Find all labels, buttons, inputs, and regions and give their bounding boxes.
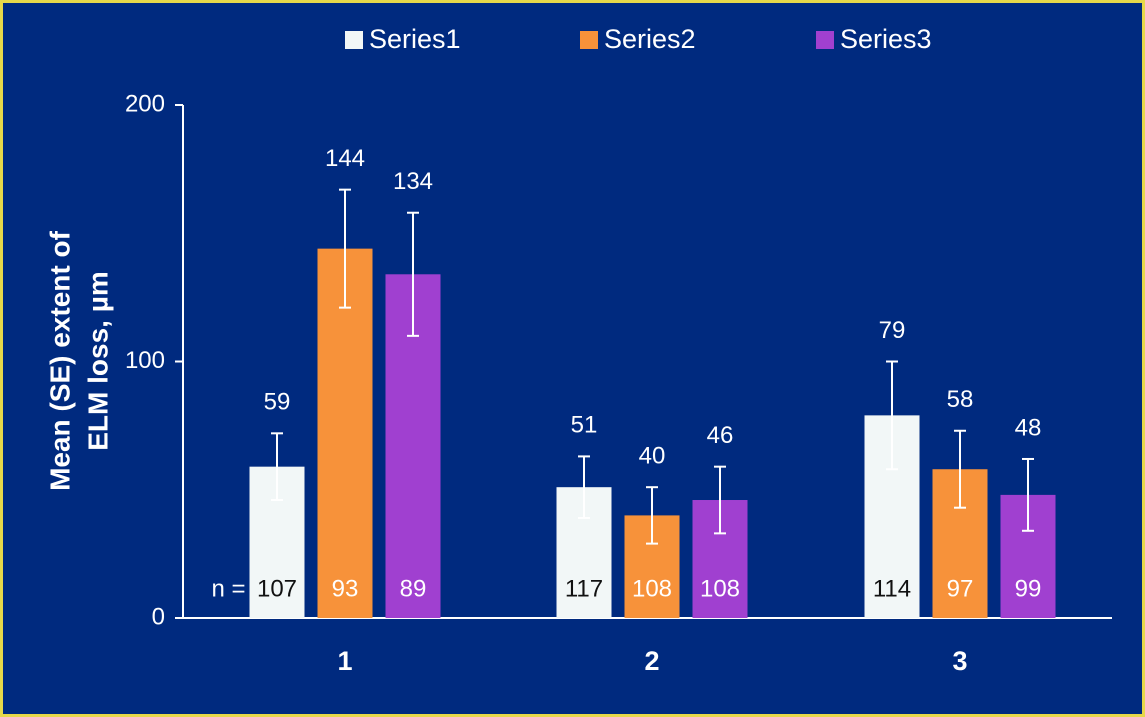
value-label: 46 <box>707 422 734 449</box>
y-tick-label: 200 <box>125 90 165 117</box>
n-label: 107 <box>257 575 297 602</box>
value-label: 134 <box>393 168 433 195</box>
n-label: 99 <box>1015 575 1042 602</box>
value-label: 51 <box>571 412 598 439</box>
n-label: 89 <box>400 575 427 602</box>
value-label: 40 <box>639 443 666 470</box>
legend-label: Series1 <box>369 24 461 54</box>
n-label: 117 <box>565 575 603 602</box>
x-tick-label: 1 <box>337 646 352 676</box>
n-label: 114 <box>873 575 911 602</box>
legend-swatch <box>345 31 363 49</box>
n-label: 108 <box>632 575 672 602</box>
legend-swatch <box>816 31 834 49</box>
legend-swatch <box>580 31 598 49</box>
legend-label: Series3 <box>840 24 932 54</box>
n-prefix: n = <box>211 575 245 602</box>
value-label: 144 <box>325 145 365 172</box>
y-axis-label: ELM loss, µm <box>82 271 113 451</box>
bar <box>317 248 373 618</box>
x-tick-label: 3 <box>952 646 967 676</box>
y-tick-label: 0 <box>152 603 165 630</box>
value-label: 59 <box>264 389 291 416</box>
n-label: 93 <box>332 575 359 602</box>
y-tick-label: 100 <box>125 347 165 374</box>
x-tick-label: 2 <box>644 646 659 676</box>
n-label: 97 <box>947 575 974 602</box>
legend-label: Series2 <box>604 24 696 54</box>
value-label: 79 <box>879 317 906 344</box>
value-label: 58 <box>947 386 974 413</box>
value-label: 48 <box>1015 414 1042 441</box>
y-axis-label: Mean (SE) extent of <box>44 230 75 490</box>
n-label: 108 <box>700 575 740 602</box>
